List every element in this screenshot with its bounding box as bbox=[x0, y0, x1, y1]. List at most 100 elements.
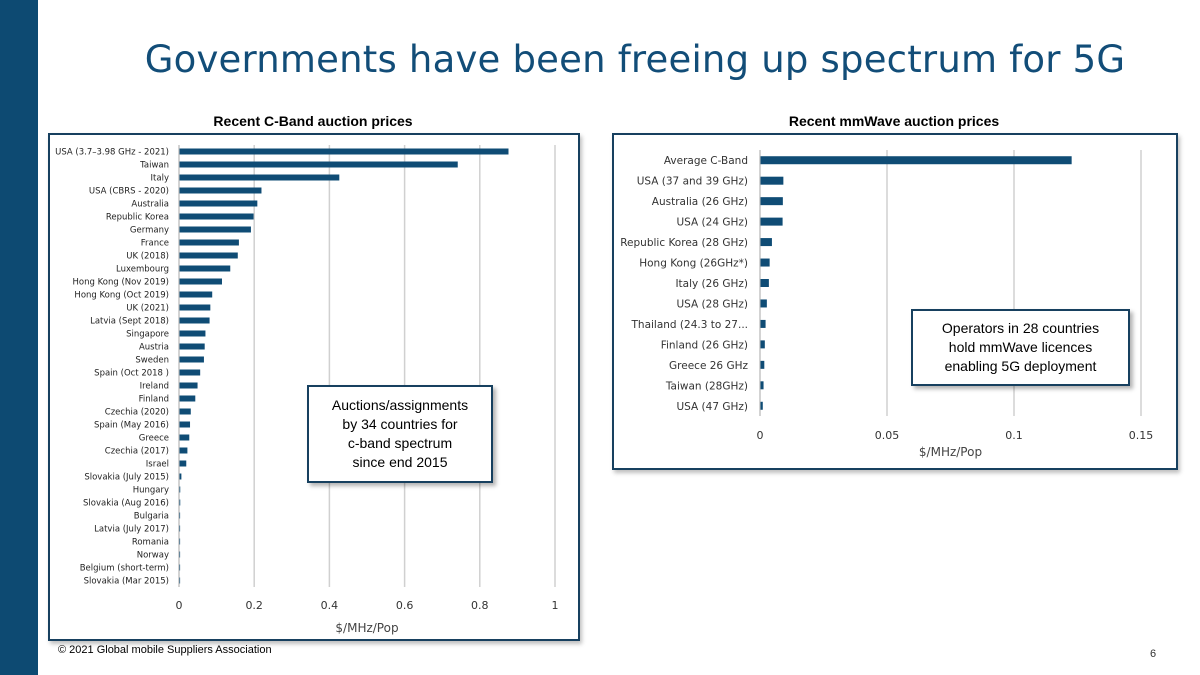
mmwave-category-label: Australia (26 GHz) bbox=[652, 196, 748, 208]
cband-bar bbox=[179, 304, 211, 311]
copyright-footer: © 2021 Global mobile Suppliers Associati… bbox=[58, 644, 272, 656]
mmwave-bar bbox=[760, 176, 784, 185]
mmwave-category-label: Thailand (24.3 to 27... bbox=[631, 319, 749, 331]
cband-bar bbox=[179, 434, 190, 441]
mmwave-bar bbox=[760, 279, 769, 287]
cband-bar bbox=[179, 551, 181, 558]
cband-category-label: Hong Kong (Oct 2019) bbox=[74, 291, 169, 301]
cband-x-axis-title: $/MHz/Pop bbox=[335, 621, 398, 635]
page-number: 6 bbox=[1150, 648, 1157, 660]
mmwave-category-label: USA (24 GHz) bbox=[676, 217, 748, 229]
cband-category-label: Israel bbox=[146, 460, 169, 470]
cband-bar bbox=[179, 330, 206, 337]
cband-category-label: Czechia (2017) bbox=[105, 447, 169, 457]
cband-category-label: Slovakia (July 2015) bbox=[84, 473, 169, 483]
cband-category-label: Ireland bbox=[140, 382, 169, 392]
cband-bar bbox=[179, 200, 258, 207]
slide-title: Governments have been freeing up spectru… bbox=[144, 38, 1126, 81]
mmwave-bar bbox=[760, 319, 766, 328]
cband-category-label: Norway bbox=[137, 551, 169, 561]
cband-tick-label: 1 bbox=[552, 599, 559, 612]
mmwave-tick-label: 0 bbox=[757, 429, 764, 442]
cband-chart-svg: 0 0.2 0.4 0.6 0.8 1 USA (3.7–3.98 GHz - 2021) T… bbox=[55, 145, 559, 635]
cband-bar bbox=[179, 291, 213, 298]
cband-bar bbox=[179, 343, 205, 350]
cband-category-label: Spain (Oct 2018 ) bbox=[94, 369, 169, 379]
cband-category-label: Luxembourg bbox=[116, 265, 169, 275]
cband-category-label: Hungary bbox=[133, 486, 169, 496]
cband-tick-label: 0.6 bbox=[396, 599, 414, 612]
cband-tick-label: 0.8 bbox=[471, 599, 489, 612]
cband-bar bbox=[179, 148, 509, 155]
mmwave-category-label: Taiwan (28GHz) bbox=[665, 380, 748, 392]
cband-category-label: Singapore bbox=[126, 330, 169, 340]
mmwave-bar bbox=[760, 299, 767, 308]
cband-bar bbox=[179, 525, 181, 532]
cband-category-label: USA (3.7–3.98 GHz - 2021) bbox=[55, 148, 169, 158]
mmwave-bar bbox=[760, 381, 764, 390]
cband-tick-label: 0 bbox=[176, 599, 183, 612]
mmwave-category-label: USA (47 GHz) bbox=[676, 401, 748, 413]
cband-category-label: UK (2018) bbox=[126, 252, 169, 262]
cband-bar bbox=[179, 408, 191, 415]
cband-bar bbox=[179, 395, 196, 402]
cband-category-label: Bulgaria bbox=[134, 512, 169, 522]
mmwave-category-label: USA (37 and 39 GHz) bbox=[637, 176, 748, 188]
cband-category-label: Latvia (July 2017) bbox=[94, 525, 169, 535]
mmwave-category-label: Italy (26 GHz) bbox=[675, 278, 748, 290]
cband-bar bbox=[179, 278, 222, 285]
cband-category-label: Slovakia (Mar 2015) bbox=[84, 577, 169, 587]
cband-bar bbox=[179, 577, 181, 584]
cband-bar bbox=[179, 317, 210, 324]
mmwave-category-label: Republic Korea (28 GHz) bbox=[620, 237, 748, 249]
cband-bar bbox=[179, 499, 181, 506]
cband-category-label: Taiwan bbox=[139, 161, 169, 171]
cband-tick-label: 0.4 bbox=[321, 599, 339, 612]
cband-category-label: Austria bbox=[139, 343, 169, 353]
mmwave-category-label: Greece 26 GHz bbox=[669, 360, 748, 372]
cband-bar bbox=[179, 473, 182, 480]
mmwave-bar bbox=[760, 197, 783, 206]
mmwave-tick-label: 0.1 bbox=[1005, 429, 1023, 442]
cband-category-label: Czechia (2020) bbox=[105, 408, 169, 418]
mmwave-category-label: Finland (26 GHz) bbox=[661, 339, 748, 351]
mmwave-chart-title: Recent mmWave auction prices bbox=[788, 113, 1000, 129]
cband-bar bbox=[179, 382, 198, 389]
cband-category-label: Romania bbox=[132, 538, 169, 548]
cband-bar bbox=[179, 161, 458, 168]
left-accent-bar bbox=[0, 0, 38, 675]
mmwave-bar bbox=[760, 401, 763, 410]
cband-bar bbox=[179, 512, 181, 519]
cband-category-label: Spain (May 2016) bbox=[94, 421, 169, 431]
cband-bar bbox=[179, 213, 254, 220]
mmwave-chart: 0 0.05 0.1 0.15 Average C-Band USA (37 and 39… bbox=[612, 133, 1178, 470]
cband-category-label: Australia bbox=[131, 200, 169, 210]
mmwave-category-label: Average C-Band bbox=[664, 155, 748, 167]
mmwave-bar bbox=[760, 340, 765, 349]
cband-bar bbox=[179, 187, 262, 194]
cband-category-label: Latvia (Sept 2018) bbox=[90, 317, 169, 327]
cband-bar bbox=[179, 226, 251, 233]
mmwave-x-axis-title: $/MHz/Pop bbox=[919, 445, 982, 459]
cband-bar bbox=[179, 239, 239, 246]
cband-callout: Auctions/assignments by 34 countries for… bbox=[307, 385, 493, 483]
mmwave-bar bbox=[760, 360, 765, 369]
cband-bar bbox=[179, 564, 181, 571]
mmwave-category-label: Hong Kong (26GHz*) bbox=[639, 258, 748, 270]
cband-chart-title: Recent C-Band auction prices bbox=[213, 113, 413, 129]
cband-bar bbox=[179, 265, 231, 272]
cband-category-label: Belgium (short-term) bbox=[80, 564, 169, 574]
cband-tick-label: 0.2 bbox=[245, 599, 263, 612]
mmwave-category-label: USA (28 GHz) bbox=[676, 298, 748, 310]
cband-bar bbox=[179, 174, 340, 181]
mmwave-callout: Operators in 28 countries hold mmWave li… bbox=[911, 309, 1130, 386]
cband-bar bbox=[179, 421, 191, 428]
cband-category-label: Germany bbox=[130, 226, 169, 236]
cband-category-label: Sweden bbox=[135, 356, 169, 366]
mmwave-bar bbox=[760, 217, 783, 226]
cband-bar bbox=[179, 447, 188, 454]
mmwave-bar bbox=[760, 238, 772, 247]
cband-bar bbox=[179, 486, 181, 493]
mmwave-tick-label: 0.15 bbox=[1129, 429, 1154, 442]
cband-category-label: UK (2021) bbox=[126, 304, 169, 314]
